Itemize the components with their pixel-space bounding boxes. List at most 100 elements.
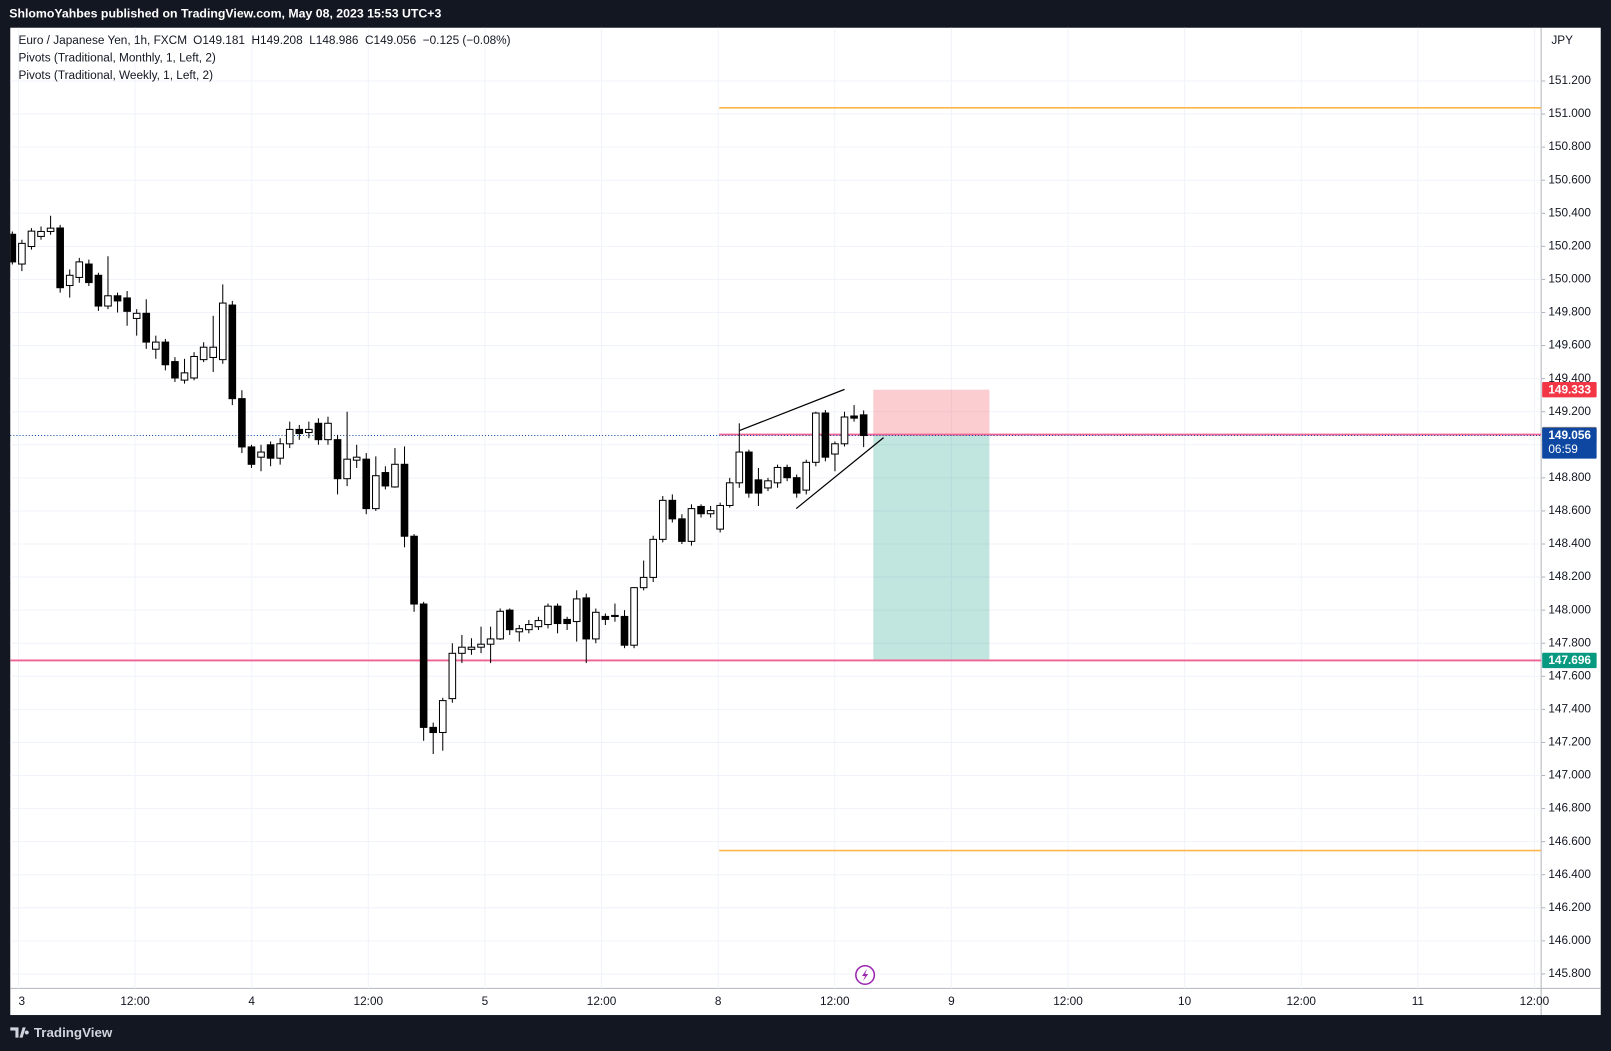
candle-body [218, 302, 227, 361]
candle-body [821, 412, 830, 458]
candle-body [649, 538, 658, 578]
candle-body [142, 312, 151, 343]
grid [10, 27, 1542, 989]
x-tick-label: 5 [482, 994, 489, 1008]
candle-body [505, 609, 514, 631]
x-tick-label: 12:00 [1053, 994, 1083, 1008]
candle-body [132, 312, 141, 319]
x-tick-label: 8 [715, 994, 722, 1008]
candle-body [285, 428, 294, 445]
candle-body [448, 652, 457, 700]
brand-logo [10, 1027, 29, 1038]
stop-label: 149.333 [1548, 382, 1591, 396]
last-price-label-countdown: 06:59 [1548, 442, 1578, 456]
candle-body [362, 458, 371, 510]
target-label: 147.696 [1548, 653, 1591, 667]
y-tick-label: 150.000 [1548, 272, 1591, 286]
candle-body [410, 535, 418, 605]
y-tick-label: 146.600 [1548, 834, 1591, 848]
candle-body [266, 444, 275, 459]
wedge-drawing [739, 388, 884, 510]
x-tick-label: 9 [948, 994, 955, 1008]
y-tick-label: 149.600 [1548, 338, 1591, 352]
legend-ohlc: O149.181 H149.208 L148.986 C149.056 −0.1… [193, 33, 511, 47]
x-tick-label: 3 [18, 994, 25, 1008]
candle-body [525, 624, 533, 631]
candle-body [563, 618, 571, 625]
candle-body [381, 472, 390, 487]
candle-body [324, 422, 332, 441]
x-tick-label: 12:00 [354, 994, 384, 1008]
y-tick-label: 145.800 [1548, 966, 1591, 980]
last-price-label-bg [1542, 427, 1597, 459]
candle-body [180, 372, 189, 381]
y-tick-label: 148.000 [1548, 602, 1591, 616]
y-tick-label: 147.600 [1548, 668, 1591, 682]
candle-body [56, 227, 64, 289]
price-axis: 145.800 146.000 146.200 146.400 146.600 146.8… [1541, 73, 1597, 980]
candle-body [314, 422, 323, 441]
candle-body [10, 233, 17, 263]
candle-body [725, 482, 734, 506]
x-tick-label: 12:00 [587, 994, 617, 1008]
candle-body [438, 700, 447, 734]
y-tick-label: 149.800 [1548, 305, 1591, 319]
y-tick-label: 150.800 [1548, 139, 1591, 153]
candle-body [333, 439, 342, 480]
candle-body [238, 398, 246, 448]
legend: Euro / Japanese Yen, 1h, FXCM O149.181 H… [18, 33, 510, 82]
y-tick-label: 150.200 [1548, 238, 1591, 252]
candle-body [113, 295, 122, 302]
candle-body [295, 428, 304, 435]
candle-body [840, 416, 849, 445]
brand-name: TradingView [34, 1025, 113, 1040]
publisher: ShlomoYahbes published on TradingView.co… [9, 7, 441, 21]
candle-body [735, 451, 744, 484]
y-tick-label: 146.800 [1548, 801, 1591, 815]
candle-body [343, 458, 351, 480]
candle-body [716, 504, 724, 530]
candle-body [658, 499, 667, 540]
y-tick-label: 147.200 [1548, 735, 1591, 749]
candle-body [161, 341, 170, 366]
last-price-label: 149.056 [1548, 428, 1591, 442]
stop-label-bg [1542, 382, 1597, 398]
candle-body [477, 643, 485, 648]
candle-body [697, 505, 705, 515]
candle-body [601, 615, 610, 620]
candle-body [94, 274, 103, 307]
x-tick-label: 12:00 [1520, 994, 1550, 1008]
candle-body [209, 346, 218, 358]
target-zone [873, 434, 990, 661]
candle-body [75, 261, 84, 278]
candle-body [706, 510, 715, 515]
candle-body [754, 479, 763, 494]
y-tick-label: 151.200 [1548, 73, 1591, 87]
x-tick-label: 4 [248, 994, 255, 1008]
candle-body [467, 646, 476, 650]
candle-body [544, 605, 552, 626]
y-tick-label: 148.600 [1548, 503, 1591, 517]
candle-body [745, 451, 753, 494]
y-tick-label: 149.400 [1548, 371, 1591, 385]
candle-body [199, 346, 208, 361]
candle-body [429, 726, 438, 734]
candle-body [85, 263, 93, 284]
y-tick-label: 147.800 [1548, 635, 1591, 649]
candle-body [850, 415, 858, 419]
candle-body [630, 587, 638, 646]
brand: TradingView [10, 1025, 113, 1040]
candle-body [190, 355, 198, 379]
candle-body [400, 463, 409, 537]
candle-body [678, 518, 686, 542]
plot [10, 106, 1542, 852]
candle-body [46, 227, 55, 232]
candle-body [305, 428, 313, 434]
candle-body [18, 242, 26, 265]
candle-body [831, 443, 839, 455]
event-icon[interactable] [855, 964, 876, 985]
candle-body [65, 274, 74, 287]
target-label-bg [1542, 652, 1597, 669]
y-tick-label: 149.200 [1548, 404, 1591, 418]
